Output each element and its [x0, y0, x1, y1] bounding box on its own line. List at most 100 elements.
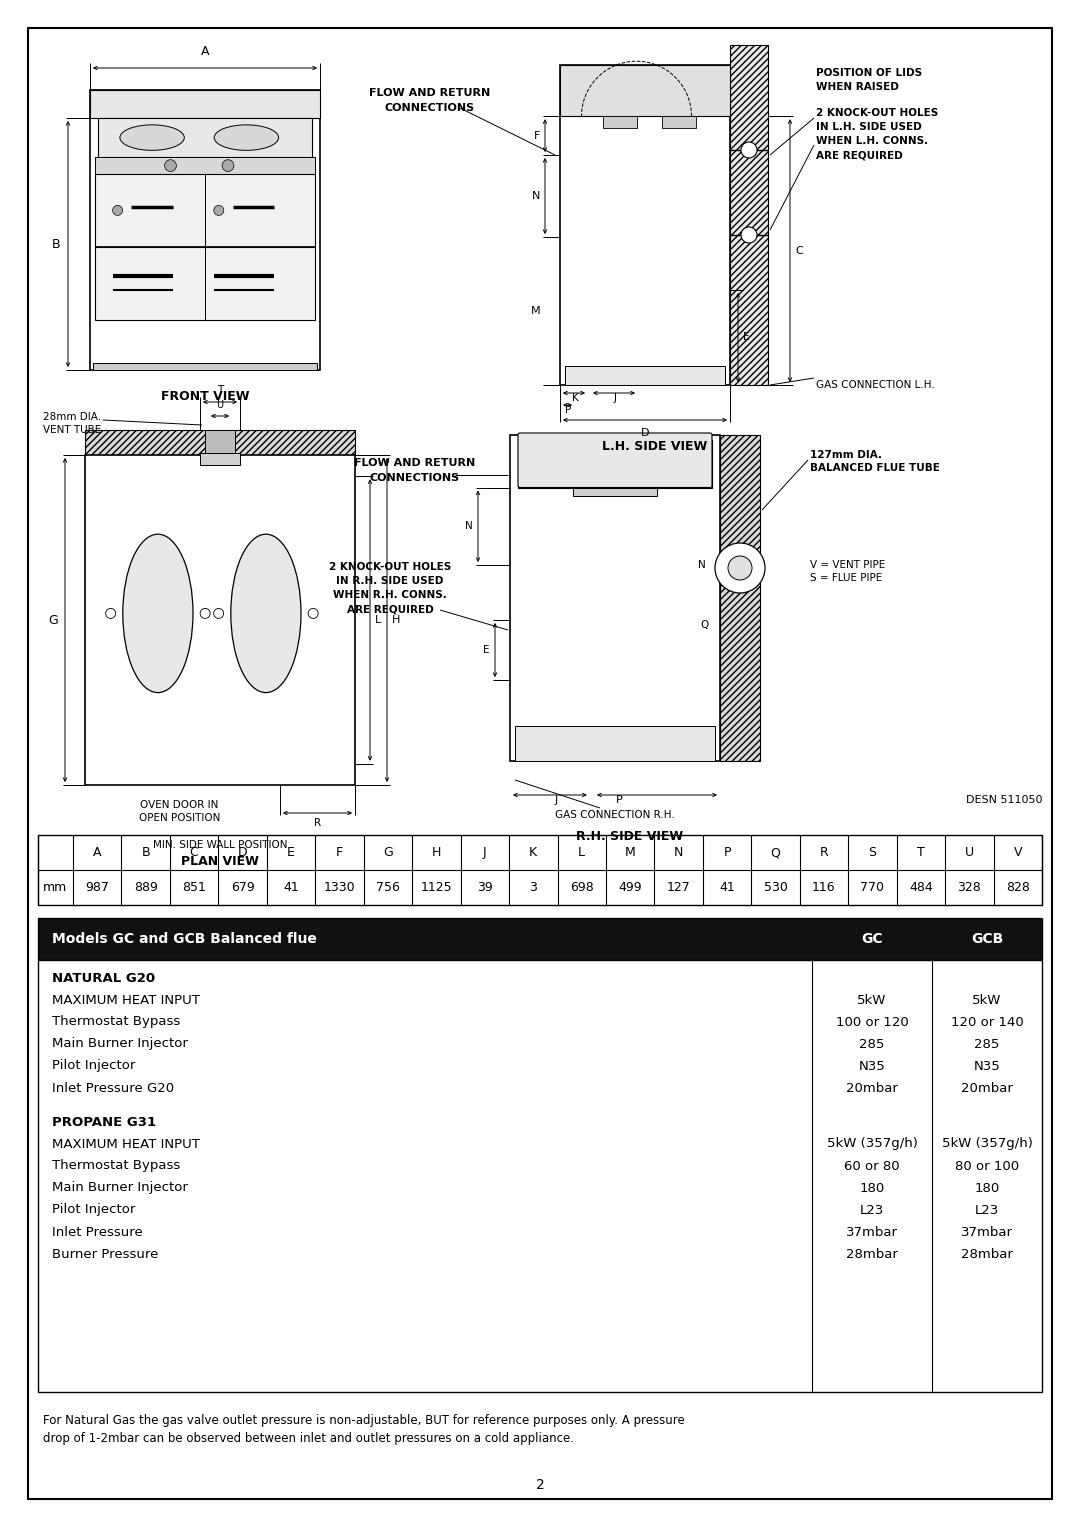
Text: 116: 116 [812, 881, 836, 893]
Text: 37mbar: 37mbar [961, 1226, 1013, 1238]
Circle shape [728, 556, 752, 580]
Text: J: J [613, 392, 617, 403]
Text: Burner Pressure: Burner Pressure [52, 1248, 159, 1260]
Bar [565, 366, 725, 385]
Text: S = FLUE PIPE: S = FLUE PIPE [810, 573, 882, 583]
Bar [90, 90, 320, 118]
Text: T: T [217, 385, 224, 395]
Text: F: F [534, 131, 540, 140]
Text: GAS CONNECTION L.H.: GAS CONNECTION L.H. [816, 380, 935, 389]
Text: J: J [483, 846, 487, 860]
Text: K: K [529, 846, 538, 860]
Text: 37mbar: 37mbar [846, 1226, 897, 1238]
Text: GC: GC [861, 931, 882, 947]
Text: Inlet Pressure: Inlet Pressure [52, 1226, 143, 1238]
Bar [515, 725, 715, 760]
Text: C: C [190, 846, 199, 860]
Text: T: T [917, 846, 924, 860]
Text: WHEN RAISED: WHEN RAISED [816, 82, 899, 92]
Text: 5kW (357g/h): 5kW (357g/h) [942, 1138, 1032, 1150]
Text: POSITION OF LIDS: POSITION OF LIDS [816, 69, 922, 78]
FancyBboxPatch shape [518, 434, 712, 487]
Circle shape [106, 608, 116, 618]
Text: 5kW: 5kW [972, 994, 1001, 1006]
Text: PROPANE G31: PROPANE G31 [52, 1116, 157, 1128]
Text: F: F [336, 846, 343, 860]
Circle shape [164, 160, 176, 171]
Text: 756: 756 [376, 881, 400, 893]
Text: 2: 2 [536, 1478, 544, 1492]
Bar [38, 835, 1042, 906]
Bar [720, 435, 760, 760]
Text: Inlet Pressure G20: Inlet Pressure G20 [52, 1081, 174, 1095]
Text: 2 KNOCK-OUT HOLES: 2 KNOCK-OUT HOLES [329, 562, 451, 573]
Text: 100 or 120: 100 or 120 [836, 1015, 908, 1029]
Text: 120 or 140: 120 or 140 [950, 1015, 1024, 1029]
Text: 484: 484 [909, 881, 933, 893]
Text: Models GC and GCB Balanced flue: Models GC and GCB Balanced flue [52, 931, 316, 947]
Text: N: N [465, 521, 473, 531]
Text: N35: N35 [974, 1060, 1000, 1072]
Ellipse shape [214, 125, 279, 150]
Text: E: E [743, 333, 750, 342]
Text: R: R [820, 846, 828, 860]
Text: P: P [565, 405, 571, 415]
Text: 987: 987 [85, 881, 109, 893]
Text: U: U [216, 400, 224, 411]
Text: NATURAL G20: NATURAL G20 [52, 971, 156, 985]
Text: PLAN VIEW: PLAN VIEW [181, 855, 259, 867]
Bar [85, 431, 355, 455]
Text: J: J [554, 796, 558, 805]
Text: 828: 828 [1005, 881, 1029, 893]
Text: MAXIMUM HEAT INPUT: MAXIMUM HEAT INPUT [52, 994, 200, 1006]
Text: E: E [484, 644, 490, 655]
Text: 60 or 80: 60 or 80 [845, 1159, 900, 1173]
Text: 20mbar: 20mbar [846, 1081, 897, 1095]
Text: 2 KNOCK-OUT HOLES: 2 KNOCK-OUT HOLES [816, 108, 939, 118]
Bar [85, 455, 355, 785]
Bar [93, 363, 318, 370]
Text: C: C [795, 246, 802, 255]
Bar [205, 431, 235, 454]
Text: GCB: GCB [971, 931, 1003, 947]
Bar [518, 440, 712, 487]
Text: 679: 679 [231, 881, 255, 893]
Bar [561, 66, 730, 385]
Text: 41: 41 [719, 881, 735, 893]
Text: L: L [375, 615, 381, 625]
Text: CONNECTIONS: CONNECTIONS [384, 102, 475, 113]
Text: H: H [392, 615, 401, 625]
Circle shape [308, 608, 319, 618]
Text: D: D [238, 846, 247, 860]
Bar [98, 118, 312, 157]
Text: U: U [964, 846, 974, 860]
Text: G: G [49, 614, 58, 626]
Text: 770: 770 [861, 881, 885, 893]
Text: N: N [698, 560, 705, 570]
Text: V: V [1013, 846, 1022, 860]
Text: Main Burner Injector: Main Burner Injector [52, 1037, 188, 1051]
Text: K: K [571, 392, 579, 403]
Text: Q: Q [771, 846, 781, 860]
Bar [95, 247, 315, 319]
Text: MAXIMUM HEAT INPUT: MAXIMUM HEAT INPUT [52, 1138, 200, 1150]
Text: drop of 1-2mbar can be observed between inlet and outlet pressures on a cold app: drop of 1-2mbar can be observed between … [43, 1432, 573, 1445]
Text: E: E [287, 846, 295, 860]
Bar [561, 66, 730, 116]
Bar [510, 435, 720, 760]
Text: 1330: 1330 [324, 881, 355, 893]
Text: H: H [432, 846, 441, 860]
Text: 5kW: 5kW [858, 994, 887, 1006]
Bar [95, 157, 315, 174]
Text: Thermostat Bypass: Thermostat Bypass [52, 1015, 180, 1029]
Text: S: S [732, 567, 739, 577]
Text: B: B [52, 238, 60, 250]
Text: L23: L23 [860, 1203, 885, 1217]
Text: L.H. SIDE VIEW: L.H. SIDE VIEW [603, 440, 707, 454]
Text: 285: 285 [974, 1037, 1000, 1051]
Text: 180: 180 [860, 1182, 885, 1194]
Text: Pilot Injector: Pilot Injector [52, 1203, 135, 1217]
Text: N35: N35 [859, 1060, 886, 1072]
Text: MIN. SIDE WALL POSITION: MIN. SIDE WALL POSITION [152, 840, 287, 851]
Bar [38, 960, 1042, 1393]
